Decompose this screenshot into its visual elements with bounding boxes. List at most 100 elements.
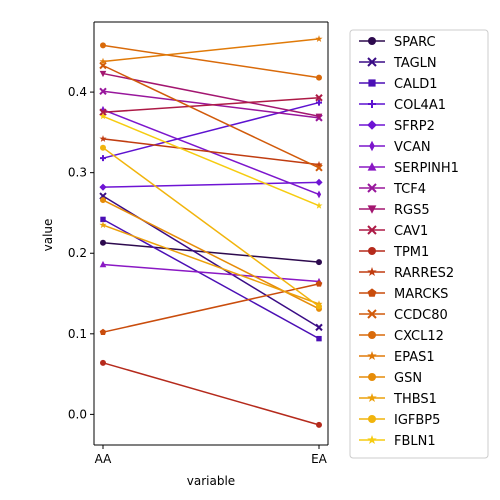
data-point bbox=[100, 239, 106, 246]
data-point bbox=[315, 178, 323, 186]
plot-area bbox=[99, 35, 323, 428]
data-point bbox=[315, 160, 323, 168]
series-line bbox=[102, 181, 320, 188]
legend-marker bbox=[368, 79, 376, 87]
legend-marker bbox=[367, 309, 377, 319]
legend-label: CXCL12 bbox=[394, 329, 444, 344]
data-point bbox=[315, 94, 323, 102]
legend-marker bbox=[367, 393, 377, 403]
data-point bbox=[100, 144, 106, 151]
series-SPARC bbox=[100, 239, 322, 266]
data-point bbox=[315, 280, 323, 287]
legend-marker bbox=[367, 120, 377, 130]
y-axis-label: value bbox=[41, 219, 55, 252]
data-point bbox=[100, 197, 106, 204]
data-point bbox=[100, 155, 106, 162]
legend-entry: CAV1 bbox=[359, 224, 428, 239]
series-line bbox=[102, 242, 320, 263]
legend-marker bbox=[367, 288, 377, 297]
legend-label: VCAN bbox=[394, 140, 431, 155]
legend-entry: COL4A1 bbox=[359, 98, 446, 113]
data-point bbox=[99, 108, 107, 116]
legend-entry: TCF4 bbox=[359, 182, 426, 197]
series-CAV1 bbox=[99, 94, 323, 116]
legend-entry: MARCKS bbox=[359, 287, 448, 302]
legend-label: MARCKS bbox=[394, 287, 448, 302]
legend-label: CAV1 bbox=[394, 224, 428, 239]
legend-label: THBS1 bbox=[393, 392, 437, 407]
data-point bbox=[99, 87, 107, 95]
legend-label: FBLN1 bbox=[394, 434, 436, 449]
legend-entry: RGS5 bbox=[359, 203, 430, 218]
legend-label: TAGLN bbox=[393, 56, 437, 71]
data-point bbox=[100, 42, 106, 49]
legend-entry: VCAN bbox=[359, 140, 431, 155]
series-line bbox=[102, 283, 320, 333]
series-CCDC80 bbox=[99, 61, 323, 172]
data-point bbox=[315, 201, 323, 209]
data-point bbox=[316, 335, 322, 342]
series-EPAS1 bbox=[99, 35, 323, 65]
legend-marker bbox=[367, 57, 377, 67]
series-MARCKS bbox=[99, 280, 323, 335]
series-IGFBP5 bbox=[100, 144, 322, 310]
data-point bbox=[316, 190, 322, 199]
data-point bbox=[99, 112, 107, 120]
legend-entry: TPM1 bbox=[359, 245, 429, 260]
data-point bbox=[99, 183, 107, 191]
series-CALD1 bbox=[100, 216, 322, 342]
legend-entry: RARRES2 bbox=[359, 266, 454, 281]
series-RARRES2 bbox=[99, 135, 323, 168]
series-line bbox=[102, 101, 320, 159]
legend-marker bbox=[367, 225, 377, 235]
legend-entry: SFRP2 bbox=[359, 119, 435, 134]
series-line bbox=[102, 362, 320, 426]
legend-marker bbox=[368, 37, 376, 45]
legend-label: SFRP2 bbox=[394, 119, 435, 134]
series-line bbox=[102, 38, 320, 63]
series-FBLN1 bbox=[99, 112, 323, 209]
series-line bbox=[102, 147, 320, 308]
legend: SPARC TAGLN CALD1 COL4A1 SFRP2 VCAN SERPINH1 TC… bbox=[349, 29, 489, 459]
data-point bbox=[316, 99, 322, 106]
legend-entry: TAGLN bbox=[359, 56, 437, 71]
data-point bbox=[316, 303, 322, 310]
legend-marker bbox=[368, 100, 376, 108]
legend-entry: CCDC80 bbox=[359, 308, 448, 323]
series-line bbox=[102, 218, 320, 340]
legend-marker bbox=[368, 331, 376, 339]
series-line bbox=[102, 263, 320, 283]
y-tick-label: 0.4 bbox=[68, 85, 87, 99]
data-point bbox=[99, 70, 107, 78]
data-point bbox=[99, 221, 107, 229]
series-TPM1 bbox=[100, 359, 322, 428]
y-tick-label: 0.3 bbox=[68, 166, 87, 180]
legend-marker bbox=[368, 373, 376, 381]
legend-entry: CXCL12 bbox=[359, 329, 444, 344]
series-COL4A1 bbox=[100, 99, 322, 162]
series-line bbox=[102, 138, 320, 166]
series-TAGLN bbox=[99, 192, 323, 332]
legend-marker bbox=[368, 415, 376, 423]
data-point bbox=[100, 216, 106, 223]
legend-marker bbox=[367, 205, 377, 214]
series-line bbox=[102, 96, 320, 113]
legend-entry: FBLN1 bbox=[359, 434, 436, 449]
legend-label: RARRES2 bbox=[394, 266, 454, 281]
series-line bbox=[102, 115, 320, 207]
series-line bbox=[102, 72, 320, 118]
axes: 0.0 0.1 0.2 0.3 0.4 AA EA bbox=[68, 21, 329, 466]
legend-entry: CALD1 bbox=[359, 77, 438, 92]
data-point bbox=[100, 359, 106, 366]
legend-label: RGS5 bbox=[394, 203, 430, 218]
legend-marker bbox=[368, 247, 376, 255]
data-point bbox=[99, 57, 107, 65]
legend-label: TPM1 bbox=[393, 245, 429, 260]
data-point bbox=[100, 105, 106, 114]
y-tick-label: 0.0 bbox=[68, 407, 87, 421]
legend-label: IGFBP5 bbox=[394, 413, 440, 428]
series-line bbox=[102, 224, 320, 305]
data-point bbox=[99, 61, 107, 70]
legend-entry: SPARC bbox=[359, 35, 436, 50]
